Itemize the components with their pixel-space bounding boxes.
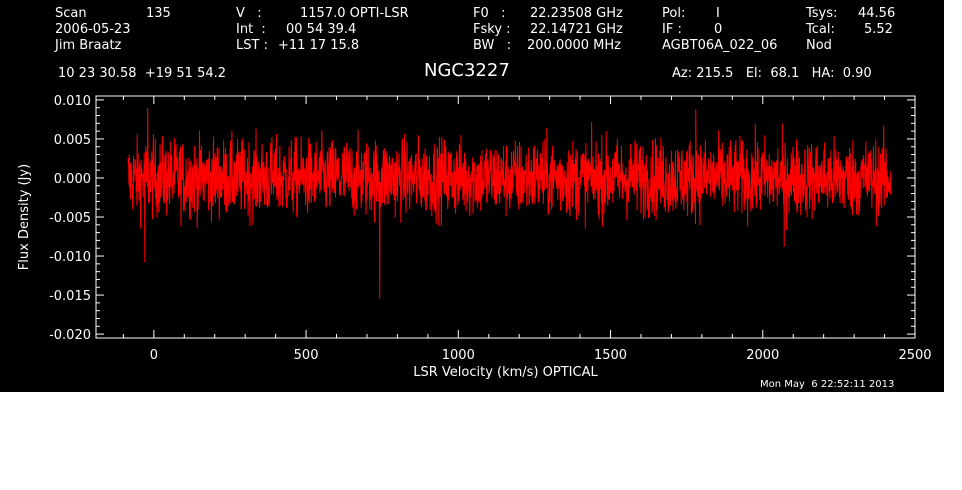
observation-date: 2006-05-23 bbox=[55, 22, 131, 37]
if-label: IF : bbox=[662, 22, 682, 37]
spectrum-panel: Scan 135 2006-05-23 Jim Braatz V : 1157.… bbox=[0, 0, 944, 392]
x-tick-label: 1500 bbox=[594, 348, 627, 363]
y-tick-label: -0.020 bbox=[49, 328, 91, 343]
y-tick-label: -0.005 bbox=[49, 211, 91, 226]
x-tick-label: 500 bbox=[294, 348, 319, 363]
y-tick-label: -0.010 bbox=[49, 250, 91, 265]
x-tick-label: 2000 bbox=[746, 348, 779, 363]
observer-name: Jim Braatz bbox=[55, 38, 122, 53]
velocity-label: V : bbox=[236, 6, 262, 21]
if-value: 0 bbox=[714, 22, 723, 37]
x-tick-label: 1000 bbox=[442, 348, 475, 363]
lst-label: LST : bbox=[236, 38, 268, 53]
sky-frequency-value: 22.14721 GHz bbox=[530, 22, 623, 37]
axis-ticks: 0 500 1000 1500 2000 2500 0.010 0.005 0.000 -0.00… bbox=[49, 94, 931, 363]
spectrum-plot: 0 500 1000 1500 2000 2500 0.010 0.005 0.000 -0.00… bbox=[17, 94, 932, 380]
tsys-label: Tsys: bbox=[806, 6, 838, 21]
spectrum-trace-group bbox=[127, 107, 892, 300]
bandwidth-value: 200.0000 MHz bbox=[527, 38, 621, 53]
x-axis-label: LSR Velocity (km/s) OPTICAL bbox=[413, 365, 598, 380]
rest-frequency-label: F0 : bbox=[473, 6, 506, 21]
x-tick-label: 2500 bbox=[898, 348, 931, 363]
polarization-label: Pol: bbox=[662, 6, 686, 21]
object-name: NGC3227 bbox=[424, 60, 510, 81]
integration-label: Int : bbox=[236, 22, 266, 37]
sky-frequency-label: Fsky : bbox=[473, 22, 511, 37]
y-axis-label: Flux Density (Jy) bbox=[17, 164, 32, 270]
integration-value: 00 54 39.4 bbox=[286, 22, 357, 37]
source-coordinates: 10 23 30.58 +19 51 54.2 bbox=[58, 66, 227, 81]
bandwidth-label: BW : bbox=[473, 38, 512, 53]
y-tick-label: -0.015 bbox=[49, 289, 91, 304]
tcal-label: Tcal: bbox=[806, 22, 835, 37]
lst-value: +11 17 15.8 bbox=[278, 38, 360, 53]
polarization-value: I bbox=[716, 6, 720, 21]
velocity-value: 1157.0 OPTI-LSR bbox=[300, 6, 409, 21]
rest-frequency-value: 22.23508 GHz bbox=[530, 6, 623, 21]
y-tick-label: 0.005 bbox=[54, 133, 91, 148]
x-tick-label: 0 bbox=[150, 348, 158, 363]
scan-number: 135 bbox=[146, 6, 171, 21]
y-tick-label: 0.010 bbox=[54, 94, 91, 109]
tsys-value: 44.56 bbox=[858, 6, 896, 21]
tcal-value: 5.52 bbox=[864, 22, 893, 37]
project-id: AGBT06A_022_06 bbox=[662, 38, 778, 53]
spectrum-line bbox=[127, 107, 892, 300]
render-timestamp: Mon May 6 22:52:11 2013 bbox=[760, 379, 895, 390]
y-tick-label: 0.000 bbox=[54, 172, 91, 187]
pointing-info: Az: 215.5 El: 68.1 HA: 0.90 bbox=[672, 66, 872, 81]
observing-mode: Nod bbox=[806, 38, 832, 53]
scan-label: Scan bbox=[55, 6, 87, 21]
